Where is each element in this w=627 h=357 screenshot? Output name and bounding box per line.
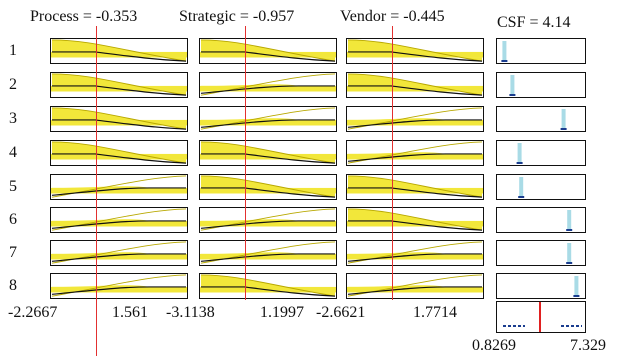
rule-number: 4	[9, 144, 17, 161]
vendor-mf-plot	[346, 106, 484, 132]
csf-rule-output	[496, 273, 586, 299]
process-range-min: -2.2667	[8, 304, 58, 321]
vendor-mf-plot	[346, 174, 484, 200]
vendor-title: Vendor = -0.445	[340, 8, 445, 25]
process-mf-plot	[50, 273, 188, 299]
strategic-mf-plot	[199, 72, 337, 98]
process-input-line[interactable]	[96, 26, 97, 356]
csf-rule-output	[496, 106, 586, 132]
strategic-title: Strategic = -0.957	[179, 8, 295, 25]
process-title: Process = -0.353	[30, 8, 138, 25]
strategic-range-max: 1.1997	[260, 304, 304, 321]
strategic-mf-plot	[199, 140, 337, 166]
vendor-range-min: -2.6621	[316, 304, 366, 321]
process-mf-plot	[50, 106, 188, 132]
rule-number: 2	[9, 76, 17, 93]
csf-rule-output	[496, 140, 586, 166]
csf-range-max: 7.329	[570, 337, 606, 354]
csf-title: CSF = 4.14	[497, 14, 571, 31]
csf-rule-output	[496, 240, 586, 266]
process-mf-plot	[50, 207, 188, 233]
csf-aggregate-box	[496, 301, 586, 333]
process-mf-plot	[50, 140, 188, 166]
csf-rule-output	[496, 174, 586, 200]
strategic-mf-plot	[199, 38, 337, 64]
csf-rule-output	[496, 38, 586, 64]
strategic-mf-plot	[199, 273, 337, 299]
vendor-input-line[interactable]	[392, 26, 393, 300]
vendor-range-max: 1.7714	[413, 304, 457, 321]
strategic-range-min: -3.1138	[166, 304, 215, 321]
strategic-input-line[interactable]	[245, 26, 246, 300]
vendor-mf-plot	[346, 207, 484, 233]
strategic-mf-plot	[199, 207, 337, 233]
vendor-mf-plot	[346, 273, 484, 299]
process-mf-plot	[50, 174, 188, 200]
rule-number: 3	[9, 110, 17, 127]
rule-number: 8	[9, 277, 17, 294]
process-mf-plot	[50, 72, 188, 98]
csf-rule-output	[496, 207, 586, 233]
csf-rule-output	[496, 72, 586, 98]
csf-output-line[interactable]	[539, 302, 541, 332]
rule-number: 5	[9, 178, 17, 195]
strategic-mf-plot	[199, 174, 337, 200]
rule-number: 1	[9, 42, 17, 59]
csf-range-min: 0.8269	[472, 337, 516, 354]
strategic-mf-plot	[199, 240, 337, 266]
vendor-mf-plot	[346, 240, 484, 266]
process-mf-plot	[50, 38, 188, 64]
vendor-mf-plot	[346, 72, 484, 98]
vendor-mf-plot	[346, 38, 484, 64]
vendor-mf-plot	[346, 140, 484, 166]
process-range-max: 1.561	[112, 304, 148, 321]
aggregate-marks	[503, 325, 582, 327]
process-mf-plot	[50, 240, 188, 266]
rule-number: 6	[9, 211, 17, 228]
rule-number: 7	[9, 244, 17, 261]
strategic-mf-plot	[199, 106, 337, 132]
